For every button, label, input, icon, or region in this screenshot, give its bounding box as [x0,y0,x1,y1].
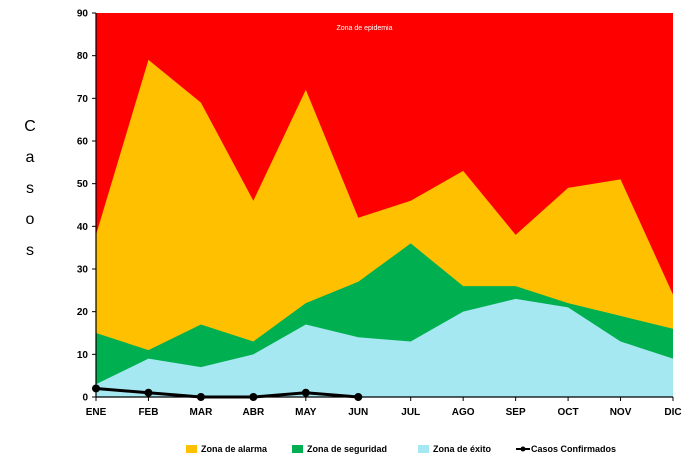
x-tick-label-may: MAY [295,407,317,418]
zone-epidemia-label: Zona de epidemia [336,25,392,32]
point-casos-confirmados-feb [144,388,153,397]
y-axis-label-char: C [24,118,36,135]
point-casos-confirmados-jun [354,393,363,401]
legend-swatch-zona-de-exito [418,445,429,453]
legend-swatch-zona-de-alarma [186,445,197,453]
point-casos-confirmados-ene [92,384,100,393]
legend-marker-casos-confirmados [520,446,526,452]
x-tick-label-ago: AGO [452,407,475,418]
y-tick-label-30: 30 [77,265,89,276]
y-axis-label-char: a [26,149,35,166]
y-tick-label-40: 40 [77,222,89,233]
point-casos-confirmados-mar [196,393,205,401]
x-tick-label-nov: NOV [610,407,632,418]
x-tick-label-mar: MAR [190,407,214,418]
legend-label-zona-de-seguridad: Zona de seguridad [307,444,387,454]
y-axis-label-char: o [26,211,35,228]
y-axis-label-char: s [26,242,34,259]
legend-label-casos-confirmados: Casos Confirmados [531,444,616,454]
y-tick-label-70: 70 [77,94,89,105]
y-tick-label-80: 80 [77,51,89,62]
x-tick-label-oct: OCT [558,407,579,418]
point-casos-confirmados-abr [249,393,258,401]
y-axis-label-char: s [26,180,34,197]
y-tick-label-20: 20 [77,307,89,318]
area-zona-de-exito [96,298,673,397]
y-tick-label-10: 10 [77,350,89,361]
y-tick-label-0: 0 [82,393,88,404]
y-tick-label-50: 50 [77,179,89,190]
y-tick-label-60: 60 [77,137,89,148]
series-line-casos-confirmados [95,386,359,399]
point-casos-confirmados-may [301,388,310,397]
legend-label-zona-de-exito: Zona de éxito [433,444,492,454]
x-tick-label-jun: JUN [348,407,368,418]
x-tick-label-feb: FEB [138,407,158,418]
x-tick-label-ene: ENE [86,407,107,418]
legend-label-zona-de-alarma: Zona de alarma [201,444,268,454]
x-tick-label-dic: DIC [664,407,681,418]
x-tick-label-jul: JUL [401,407,420,418]
x-tick-label-sep: SEP [506,407,526,418]
legend-swatch-zona-de-seguridad [292,445,303,453]
x-tick-label-abr: ABR [243,407,265,418]
y-tick-label-90: 90 [77,9,89,20]
